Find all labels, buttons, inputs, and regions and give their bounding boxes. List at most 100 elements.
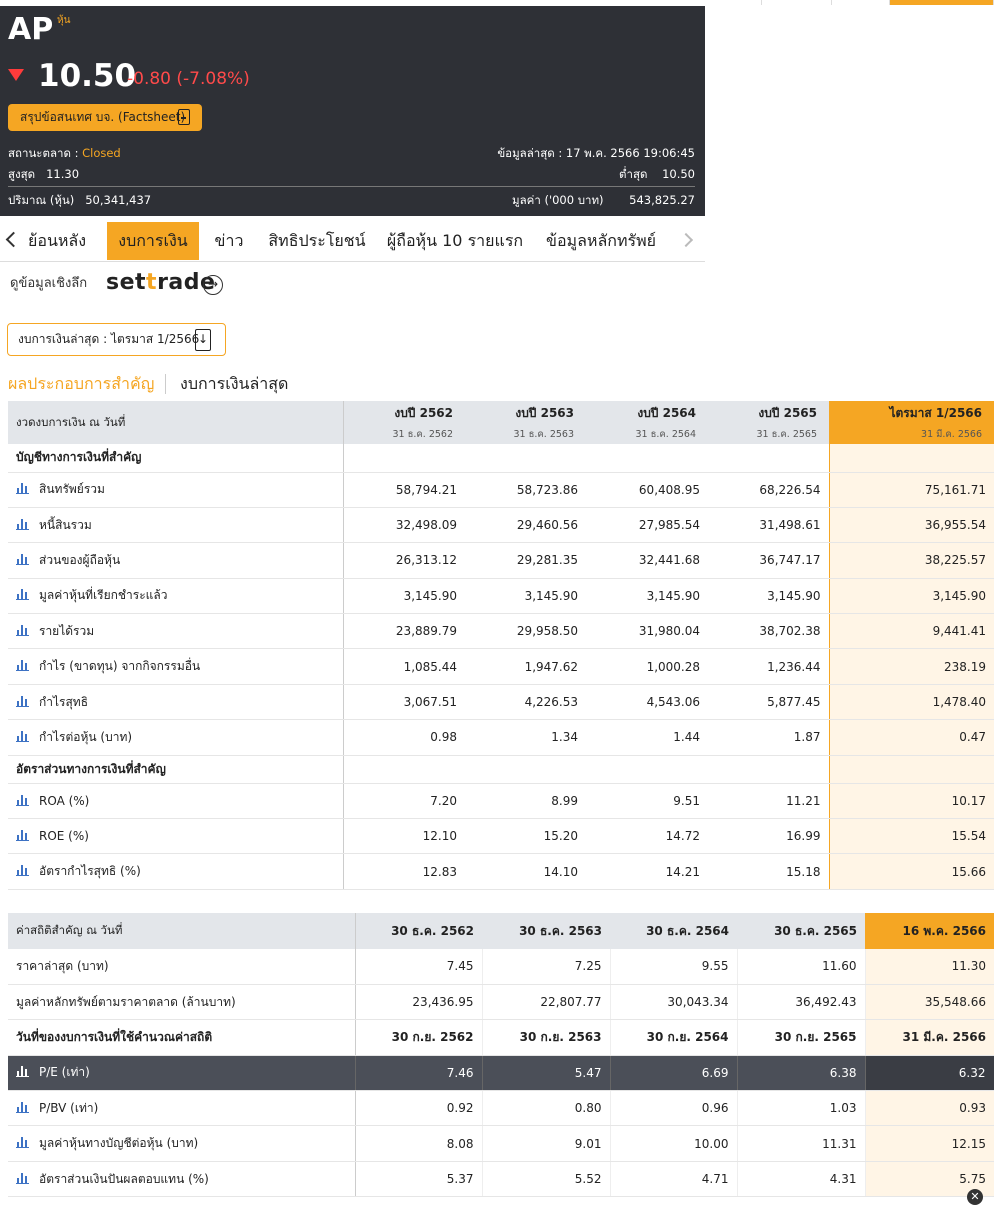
tab-top10-shareholders[interactable]: ผู้ถือหุ้น 10 รายแรก <box>386 230 524 250</box>
table-cell: 14.21 <box>586 853 708 890</box>
bar-chart-icon[interactable] <box>16 865 29 877</box>
subtab-latest-statement[interactable]: งบการเงินล่าสุด <box>180 374 289 393</box>
row-label: ราคาล่าสุด (บาท) <box>8 949 356 985</box>
latest-statement-label: งบการเงินล่าสุด : ไตรมาส 1/2566 <box>18 332 200 346</box>
table-cell: 0.92 <box>355 1090 483 1127</box>
bar-chart-icon[interactable] <box>16 830 29 842</box>
table-cell: 5.37 <box>355 1161 483 1198</box>
table-cell: 31 มี.ค. 2566 <box>864 1019 994 1056</box>
stats-date-header: ค่าสถิติสำคัญ ณ วันที่ <box>8 913 356 949</box>
table-row: ส่วนของผู้ถือหุ้น 26,313.12 29,281.35 32,44… <box>8 542 994 579</box>
chevron-right-icon[interactable] <box>678 232 694 248</box>
tab-benefits[interactable]: สิทธิประโยชน์ <box>268 230 366 250</box>
table-cell: 1.87 <box>708 719 829 756</box>
table-cell: 11.30 <box>864 949 994 985</box>
column-date: 31 ธ.ค. 2563 <box>513 428 575 440</box>
table-cell: 1,085.44 <box>343 648 465 685</box>
subtab-key-results[interactable]: ผลประกอบการสำคัญ <box>8 374 155 393</box>
table-cell: 14.10 <box>465 853 586 890</box>
column-header: งบปี 2562 31 ธ.ค. 2562 <box>343 401 465 444</box>
table-cell: 9,441.41 <box>828 613 994 650</box>
bar-chart-icon[interactable] <box>16 553 29 565</box>
table-header-row: งวดงบการเงิน ณ วันที่ งบปี 2562 31 ธ.ค. 2… <box>8 401 994 444</box>
top-tab-segment[interactable] <box>705 0 762 5</box>
deep-info-label: ดูข้อมูลเชิงลึก <box>10 276 88 291</box>
row-label-text: ส่วนของผู้ถือหุ้น <box>39 552 121 567</box>
bar-chart-icon[interactable] <box>16 624 29 636</box>
table-cell: 26,313.12 <box>343 542 465 579</box>
tab-history[interactable]: ย้อนหลัง <box>27 230 87 250</box>
tab-security-info[interactable]: ข้อมูลหลักทรัพย์ <box>546 230 656 250</box>
section-spacer <box>828 444 994 473</box>
table-row: สินทรัพย์รวม 58,794.21 58,723.86 60,408.95 6… <box>8 472 994 508</box>
latest-statement-button[interactable]: งบการเงินล่าสุด : ไตรมาส 1/2566 <box>7 323 226 356</box>
table-cell: 7.20 <box>343 783 465 820</box>
factsheet-label: สรุปข้อสนเทศ บจ. (Factsheet) <box>20 110 186 124</box>
bar-chart-icon[interactable] <box>16 1137 29 1149</box>
tab-financials[interactable]: งบการเงิน <box>107 222 199 260</box>
top-tab-segment[interactable] <box>832 0 890 5</box>
arrow-right-circle-icon[interactable]: → <box>203 275 223 295</box>
bar-chart-icon[interactable] <box>16 1172 29 1184</box>
table-cell: 3,067.51 <box>343 684 465 721</box>
stock-symbol: AP <box>8 12 54 47</box>
table-cell: 4,543.06 <box>586 684 708 721</box>
table-cell: 1.03 <box>737 1090 866 1127</box>
table-row: มูลค่าหุ้นที่เรียกชำระแล้ว 3,145.90 3,145.… <box>8 578 994 615</box>
table-cell: 7.25 <box>482 949 611 985</box>
table-row: ROE (%) 12.10 15.20 14.72 16.99 15.54 <box>8 818 994 855</box>
table-cell: 1,236.44 <box>708 648 829 685</box>
row-label-text: อัตรากำไรสุทธิ (%) <box>39 864 141 879</box>
bar-chart-icon[interactable] <box>16 518 29 530</box>
divider <box>8 186 695 187</box>
volume-value: 50,341,437 <box>85 193 152 207</box>
table-cell: 6.38 <box>737 1055 866 1092</box>
table-header-row: ค่าสถิติสำคัญ ณ วันที่ 30 ธ.ค. 2562 30 ธ… <box>8 913 994 949</box>
table-row: มูลค่าหุ้นทางบัญชีต่อหุ้น (บาท) 8.08 9.01 1… <box>8 1125 994 1162</box>
section-spacer <box>343 444 829 473</box>
bar-chart-icon[interactable] <box>16 1066 29 1078</box>
chevron-left-icon[interactable] <box>5 231 22 248</box>
row-label: P/E (เท่า) <box>8 1055 356 1092</box>
factsheet-button[interactable]: สรุปข้อสนเทศ บจ. (Factsheet) <box>8 104 202 131</box>
table-cell: 23,889.79 <box>343 613 465 650</box>
close-icon[interactable]: ✕ <box>967 1189 983 1205</box>
table-cell: 30 ก.ย. 2565 <box>737 1019 866 1056</box>
bar-chart-icon[interactable] <box>16 695 29 707</box>
top-tab-strip <box>705 0 994 5</box>
row-label: ส่วนของผู้ถือหุ้น <box>8 542 344 579</box>
bar-chart-icon[interactable] <box>16 794 29 806</box>
table-cell: 35,548.66 <box>864 984 994 1021</box>
section-spacer <box>828 755 994 784</box>
column-header: งบปี 2564 31 ธ.ค. 2564 <box>586 401 708 444</box>
down-arrow-icon <box>8 69 24 81</box>
column-title: งบปี 2562 <box>394 405 453 420</box>
top-tab-segment-active[interactable] <box>890 0 994 5</box>
top-tab-segment[interactable] <box>762 0 832 5</box>
bar-chart-icon[interactable] <box>16 730 29 742</box>
tab-bar: ย้อนหลัง งบการเงิน ข่าว สิทธิประโยชน์ ผู… <box>0 222 705 262</box>
table-cell: 58,794.21 <box>343 472 465 508</box>
table-cell: 1,947.62 <box>465 648 586 685</box>
table-cell: 15.18 <box>708 853 829 890</box>
bar-chart-icon[interactable] <box>16 660 29 672</box>
table-cell: 9.01 <box>482 1125 611 1162</box>
row-label-text: สินทรัพย์รวม <box>39 482 105 497</box>
tab-news[interactable]: ข่าว <box>214 230 244 250</box>
row-label: อัตรากำไรสุทธิ (%) <box>8 853 344 890</box>
section-row: บัญชีทางการเงินที่สำคัญ <box>8 444 994 473</box>
bar-chart-icon[interactable] <box>16 483 29 495</box>
table-cell: 6.32 <box>864 1055 994 1092</box>
table-cell: 15.66 <box>828 853 994 890</box>
trade-value-value: 543,825.27 <box>629 193 695 207</box>
table-cell: 32,498.09 <box>343 507 465 544</box>
bar-chart-icon[interactable] <box>16 589 29 601</box>
bar-chart-icon[interactable] <box>16 1101 29 1113</box>
column-header: งบปี 2565 31 ธ.ค. 2565 <box>708 401 829 444</box>
table-cell: 3,145.90 <box>343 578 465 615</box>
row-label: มูลค่าหุ้นที่เรียกชำระแล้ว <box>8 578 344 615</box>
table-cell: 0.80 <box>482 1090 611 1127</box>
table-row: ROA (%) 7.20 8.99 9.51 11.21 10.17 <box>8 783 994 820</box>
market-status-label: สถานะตลาด : <box>8 146 79 160</box>
settrade-logo[interactable]: settrade <box>106 270 215 295</box>
